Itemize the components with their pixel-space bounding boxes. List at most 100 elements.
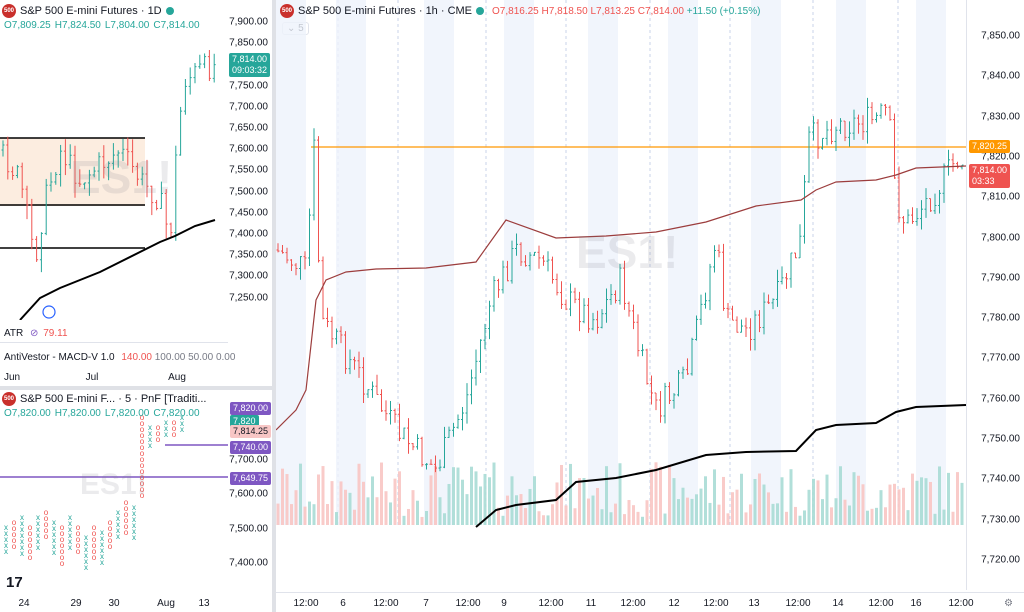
pnf-box: o [28, 553, 33, 562]
time-label: Aug [157, 598, 175, 609]
hourly-price-scale[interactable]: 7,850.00 7,840.00 7,830.00 7,820.00 7,810.00… [966, 0, 1024, 590]
settings-gear-icon[interactable]: ⚙ [1004, 598, 1013, 609]
pnf-box: x [148, 435, 152, 444]
volume-bar [429, 475, 433, 525]
pnf-box: o [156, 435, 161, 444]
session-band [336, 0, 366, 525]
pnf-box: o [60, 523, 65, 532]
volume-bar [384, 491, 388, 525]
volume-bar [452, 467, 455, 525]
time-label: 12:00 [373, 598, 399, 609]
pnf-badge: 7,740.00 [230, 441, 272, 454]
volume-bar [569, 463, 572, 525]
volume-bar [416, 500, 419, 525]
pnf-box: o [172, 430, 177, 439]
volume-bar [515, 495, 518, 525]
pnf-box: o [140, 491, 145, 500]
horizontal-splitter[interactable] [0, 386, 272, 390]
volume-bar [339, 481, 343, 525]
pnf-box: o [124, 528, 129, 537]
volume-bar [609, 512, 613, 525]
symbol-logo: 500 [2, 4, 16, 18]
volume-bar [533, 476, 536, 525]
pnf-box: x [100, 534, 104, 543]
vertical-splitter[interactable] [272, 0, 276, 612]
pnf-box: o [60, 553, 65, 562]
volume-bar [731, 492, 734, 525]
daily-time-axis[interactable]: Jun Jul Aug [0, 372, 228, 386]
pnf-plot[interactable]: xxxxxoooooxxxxxxxooooooxxxxxxoooooxxxxxx… [0, 390, 228, 590]
volume-bar [398, 471, 401, 525]
volume-bar [375, 497, 379, 525]
pnf-box: o [124, 522, 129, 531]
price-tick: 7,780.00 [981, 312, 1020, 324]
volume-bar [353, 509, 356, 525]
pnf-box: o [76, 529, 81, 538]
volume-bar [636, 511, 640, 525]
volume-bar [726, 513, 730, 525]
volume-bar [681, 487, 685, 525]
daily-chart-pane[interactable]: 500 S&P 500 E-mini Futures · 1D O7,809.2… [0, 0, 272, 386]
volume-bar [857, 475, 860, 525]
pnf-box: x [20, 549, 24, 558]
time-label: 12:00 [785, 598, 811, 609]
pnf-box: o [124, 516, 129, 525]
pnf-box: x [132, 509, 136, 518]
volume-bar [776, 503, 779, 525]
volume-bar [699, 488, 703, 525]
volume-bar [960, 482, 964, 525]
pnf-title[interactable]: S&P 500 E-mini F... · 5 · PnF [Traditi..… [20, 393, 207, 405]
volume-bar [641, 516, 644, 525]
volume-bar [807, 489, 811, 525]
pnf-box: x [100, 528, 104, 537]
daily-plot[interactable] [0, 0, 228, 320]
volume-bar [834, 498, 838, 525]
volume-bar [281, 468, 284, 525]
price-tick: 7,790.00 [981, 272, 1020, 284]
pnf-price-scale[interactable]: 7,700.00 7,600.00 7,500.00 7,400.00 7,82… [228, 390, 272, 590]
volume-bar [519, 494, 523, 525]
pnf-box: o [12, 524, 17, 533]
price-tick: 7,730.00 [981, 514, 1020, 526]
pnf-box: x [116, 532, 120, 541]
volume-bar [659, 466, 662, 525]
pnf-box: x [132, 503, 136, 512]
pnf-ohlc: O7,820.00 H7,820.00 L7,820.00 C7,820.00 [4, 408, 200, 419]
pnf-box: x [4, 535, 8, 544]
volume-bar [929, 481, 932, 525]
pnf-box: x [116, 526, 120, 535]
pnf-time-axis[interactable]: 24 29 30 Aug 13 [0, 598, 228, 612]
pnf-box: o [60, 535, 65, 544]
volume-bar [312, 504, 316, 525]
hourly-chart-pane[interactable]: 500 S&P 500 E-mini Futures · 1h · CME O7… [276, 0, 1024, 612]
volume-bar [425, 511, 428, 525]
ohlc-low: L7,820.00 [104, 408, 150, 419]
volume-bar [654, 462, 658, 525]
hourly-time-axis[interactable]: 12:00 6 12:00 7 12:00 9 12:00 11 12:00 12 12:00 13 1… [276, 598, 973, 612]
session-band [836, 0, 866, 525]
volume-bar [393, 478, 397, 525]
pnf-box: x [20, 531, 24, 540]
daily-price-scale[interactable]: 7,900.007,850.007,800.007,750.007,700.00… [228, 0, 272, 320]
pnf-chart-pane[interactable]: 500 S&P 500 E-mini F... · 5 · PnF [Tradi… [0, 390, 272, 612]
hourly-plot[interactable] [276, 0, 966, 590]
time-label: 12:00 [868, 598, 894, 609]
daily-title[interactable]: S&P 500 E-mini Futures · 1D [20, 5, 162, 17]
price-tick: 7,650.00 [229, 122, 268, 134]
volume-bar [605, 466, 608, 525]
volume-bar [564, 505, 568, 525]
volume-bar [371, 476, 374, 525]
volume-bar [542, 515, 545, 525]
pnf-box: x [148, 441, 152, 450]
time-label: 12:00 [703, 598, 729, 609]
volume-bar [861, 484, 865, 525]
pnf-box: o [172, 418, 177, 427]
pnf-box: o [12, 536, 17, 545]
volume-bar [573, 508, 577, 525]
time-label: 11 [585, 598, 597, 609]
pnf-box: x [36, 513, 40, 522]
hourly-title[interactable]: S&P 500 E-mini Futures · 1h · CME [298, 5, 473, 17]
volume-bar [906, 510, 910, 525]
price-tick: 7,760.00 [981, 393, 1020, 405]
tradingview-logo-icon[interactable]: 17 [6, 574, 23, 591]
